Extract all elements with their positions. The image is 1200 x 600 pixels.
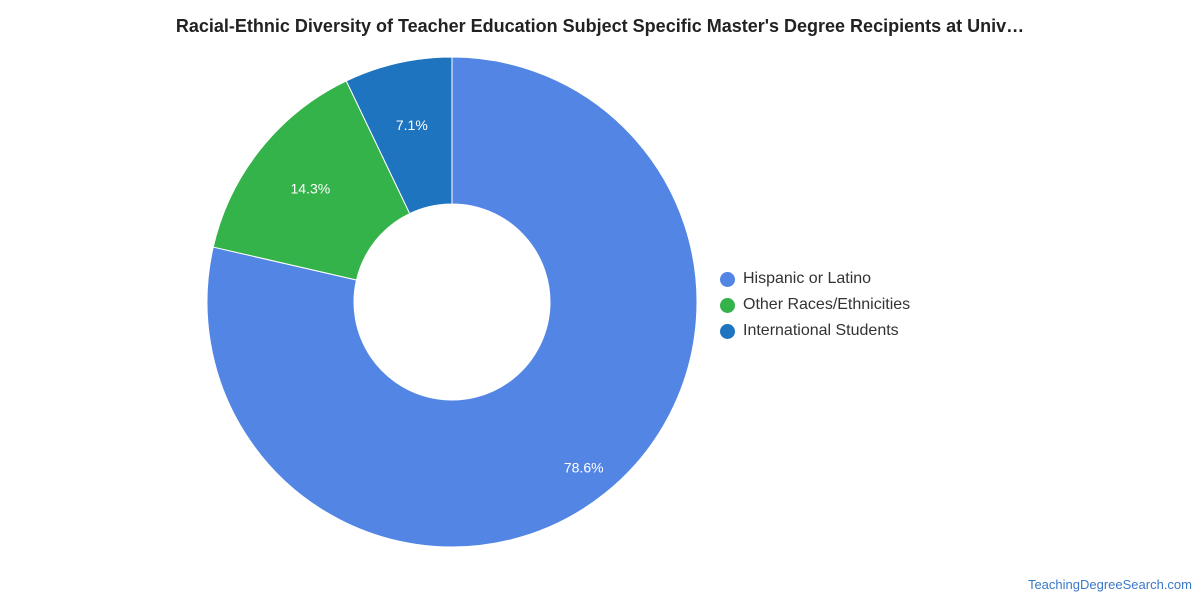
legend-marker-icon xyxy=(720,323,735,339)
legend-item[interactable]: International Students xyxy=(720,318,910,344)
legend-label: International Students xyxy=(743,322,899,339)
slice-label-2: 7.1% xyxy=(396,117,428,133)
donut-slice-0[interactable] xyxy=(206,56,698,548)
source-credit-link[interactable]: TeachingDegreeSearch.com xyxy=(1027,577,1192,592)
legend-label: Other Races/Ethnicities xyxy=(743,296,911,313)
donut-slice-1[interactable] xyxy=(212,80,411,281)
chart-title: Racial-Ethnic Diversity of Teacher Educa… xyxy=(175,16,1025,36)
legend-marker-icon xyxy=(720,297,735,313)
legend-marker-icon xyxy=(720,271,735,287)
legend-item[interactable]: Hispanic or Latino xyxy=(720,266,910,292)
legend-item[interactable]: Other Races/Ethnicities xyxy=(720,292,910,318)
chart-legend: Hispanic or Latino Other Races/Ethnicitie… xyxy=(720,266,910,344)
slice-label-0: 78.6% xyxy=(564,459,604,475)
legend-label: Hispanic or Latino xyxy=(743,270,872,287)
donut-slice-2[interactable] xyxy=(345,56,453,215)
slice-label-1: 14.3% xyxy=(291,181,331,197)
